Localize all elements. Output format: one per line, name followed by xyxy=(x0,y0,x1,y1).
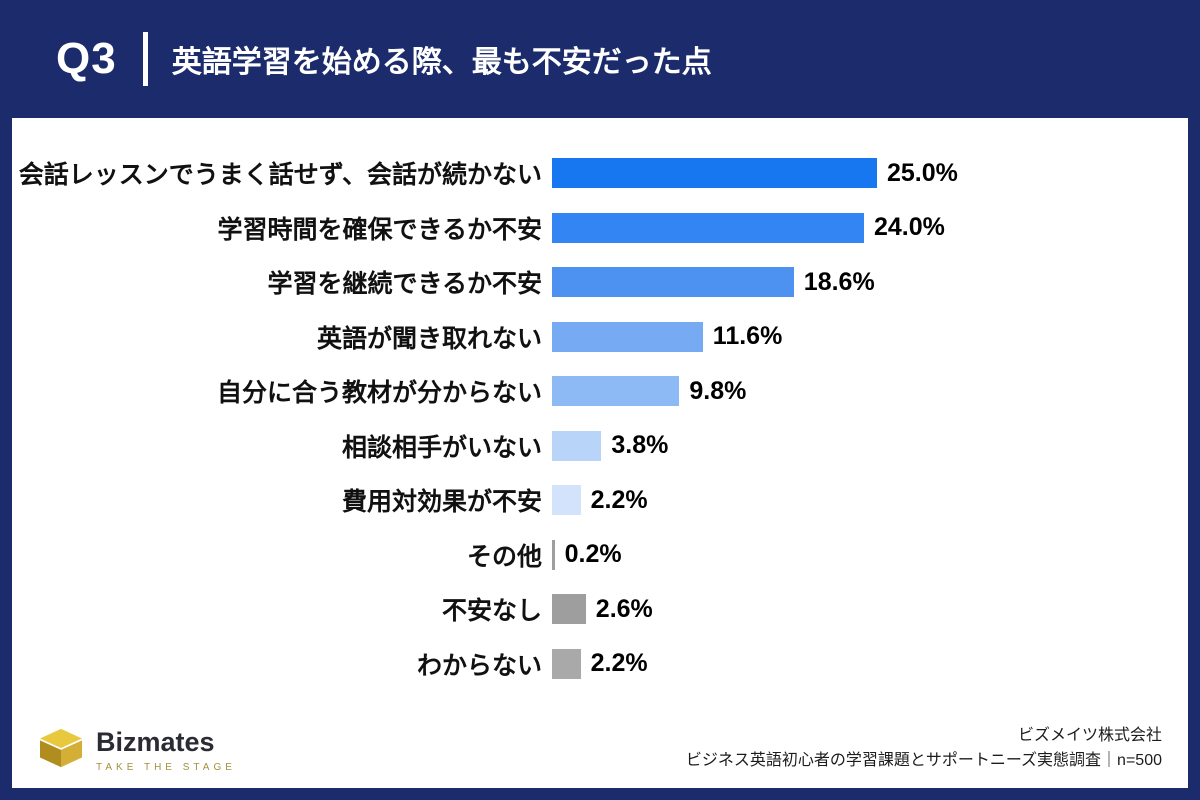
question-number: Q3 xyxy=(56,34,117,83)
bar xyxy=(552,594,586,625)
value-label: 11.6% xyxy=(712,322,783,351)
bar xyxy=(552,430,602,461)
bar xyxy=(552,267,794,298)
chart-card: 会話レッスンでうまく話せず、会話が続かない 25.0% 学習時間を確保できるか不安 2… xyxy=(12,118,1188,788)
category-label: 会話レッスンでうまく話せず、会話が続かない xyxy=(18,161,542,190)
category-label: 不安なし xyxy=(441,597,542,626)
category-label: 自分に合う教材が分からない xyxy=(216,379,542,408)
bar-row: 学習を継続できるか不安 18.6% xyxy=(12,255,1188,310)
bar-row: 会話レッスンでうまく話せず、会話が続かない 25.0% xyxy=(12,146,1188,201)
value-label: 24.0% xyxy=(874,213,945,242)
bar xyxy=(552,539,555,570)
header: Q3 英語学習を始める際、最も不安だった点 xyxy=(0,0,1200,118)
footer: Bizmates TAKE THE STAGE ビズメイツ株式会社 ビジネス英語… xyxy=(38,724,1162,774)
bar xyxy=(552,648,581,679)
bar-row: 相談相手がいない 3.8% xyxy=(12,419,1188,474)
bar xyxy=(552,321,703,352)
category-label: 費用対効果が不安 xyxy=(341,488,542,517)
bar-row: 費用対効果が不安 2.2% xyxy=(12,473,1188,528)
credit-survey: ビジネス英語初心者の学習課題とサポートニーズ実態調査｜n=500 xyxy=(685,752,1162,770)
category-label: 英語が聞き取れない xyxy=(316,324,542,353)
bar-row: 自分に合う教材が分からない 9.8% xyxy=(12,364,1188,419)
category-label: 学習を継続できるか不安 xyxy=(267,270,542,299)
bar xyxy=(552,485,581,516)
bar-row: その他 0.2% xyxy=(12,528,1188,583)
value-label: 0.2% xyxy=(564,540,622,569)
bar-row: 不安なし 2.6% xyxy=(12,582,1188,637)
value-label: 2.6% xyxy=(595,594,653,623)
survey-credit: ビズメイツ株式会社 ビジネス英語初心者の学習課題とサポートニーズ実態調査｜n=5… xyxy=(686,724,1162,774)
header-separator xyxy=(142,32,148,86)
bar xyxy=(552,158,877,189)
category-label: わからない xyxy=(416,651,542,680)
page-title: 英語学習を始める際、最も不安だった点 xyxy=(171,46,712,79)
category-label: 相談相手がいない xyxy=(341,433,542,462)
bar-row: 英語が聞き取れない 11.6% xyxy=(12,310,1188,365)
value-label: 3.8% xyxy=(611,431,669,460)
bar-row: 学習時間を確保できるか不安 24.0% xyxy=(12,201,1188,256)
credit-company: ビズメイツ株式会社 xyxy=(1017,727,1162,745)
bizmates-logo: Bizmates TAKE THE STAGE xyxy=(38,727,236,774)
value-label: 2.2% xyxy=(590,649,648,678)
value-label: 2.2% xyxy=(590,485,648,514)
value-label: 25.0% xyxy=(887,158,958,187)
category-label: その他 xyxy=(466,542,542,571)
category-label: 学習時間を確保できるか不安 xyxy=(217,215,542,244)
bar-chart: 会話レッスンでうまく話せず、会話が続かない 25.0% 学習時間を確保できるか不安 2… xyxy=(12,118,1188,691)
bar xyxy=(552,376,680,407)
bizmates-logo-icon xyxy=(38,727,84,774)
value-label: 9.8% xyxy=(689,376,747,405)
logo-tagline: TAKE THE STAGE xyxy=(96,761,236,773)
bar xyxy=(552,212,864,243)
value-label: 18.6% xyxy=(803,267,875,296)
bar-row: わからない 2.2% xyxy=(12,637,1188,692)
logo-wordmark: Bizmates xyxy=(96,727,215,758)
